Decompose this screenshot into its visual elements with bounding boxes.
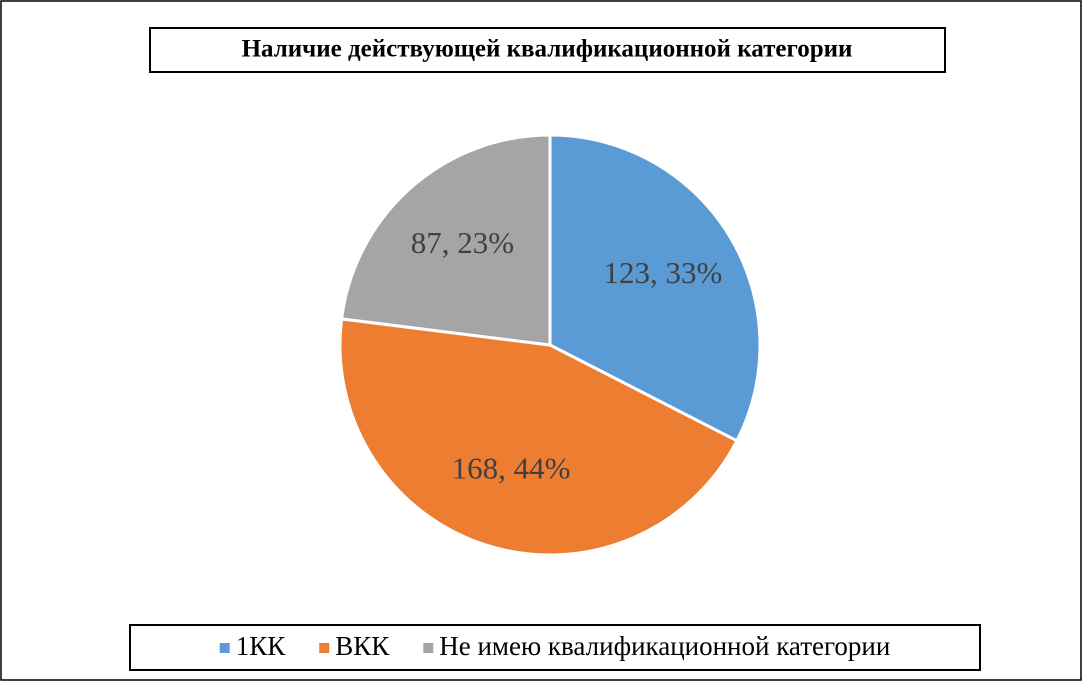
data-label: 87, 23% (411, 225, 514, 260)
data-label: 168, 44% (452, 451, 571, 486)
legend-label: 1КК (236, 631, 287, 661)
legend-marker (423, 643, 434, 653)
legend-label: ВКК (335, 631, 390, 661)
legend-box (129, 624, 981, 671)
legend-marker (319, 643, 330, 653)
pie-slice (339, 133, 552, 347)
title-box (149, 27, 946, 73)
data-label: 123, 33% (603, 255, 722, 290)
pie-slice (548, 133, 762, 443)
pie-slice (338, 317, 739, 557)
legend-label: Не имею квалификационной категории (439, 631, 890, 661)
chart-title: Наличие действующей квалификационной кат… (242, 36, 853, 63)
legend-marker (219, 643, 230, 653)
